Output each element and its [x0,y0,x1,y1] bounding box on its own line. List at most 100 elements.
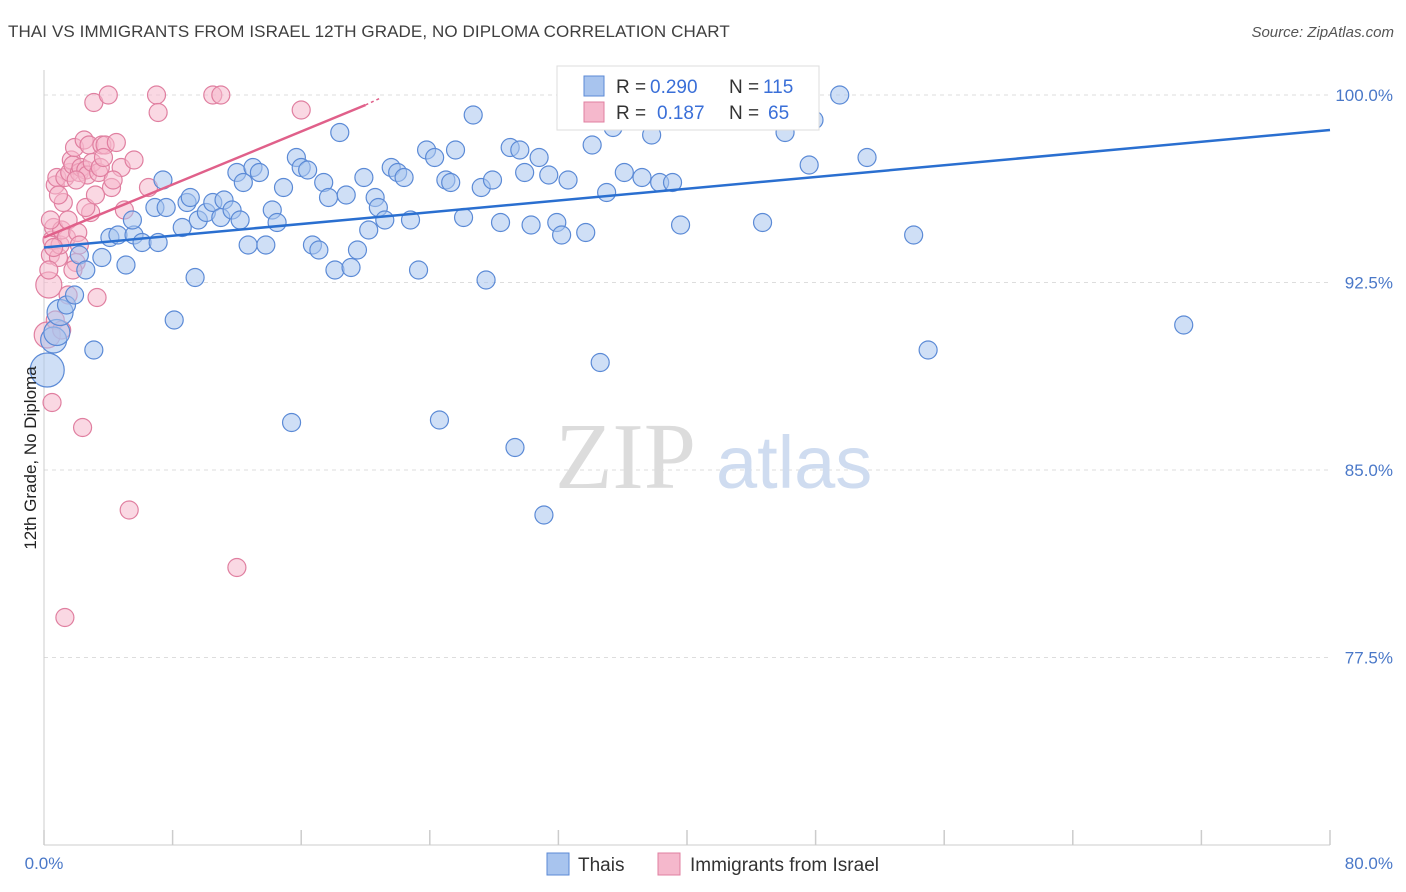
thais-point [830,85,850,105]
y-tick-label: 77.5% [1345,649,1393,668]
legend-thais-r: 0.290 [650,77,698,98]
thais-point [359,220,379,240]
thais-point [476,270,496,290]
thais-point [347,240,368,260]
israel-point [40,210,61,230]
israel-point [72,417,93,438]
israel-point [39,260,59,280]
bottom-legend-israel: Immigrants from Israel [690,855,879,876]
thais-point [233,172,253,193]
israel-point [103,170,123,190]
thais-point [354,167,374,188]
watermark-zip: ZIP [555,405,696,509]
thais-point [505,437,525,458]
thais-point [256,235,276,255]
thais-point [298,160,318,180]
thais-point [453,207,474,228]
thais-point [614,162,634,183]
thais-point [76,260,96,280]
israel-point [106,132,126,153]
thais-trend-line [43,128,1331,249]
thais-point [857,147,877,168]
thais-point [156,197,176,218]
israel-point [227,557,247,578]
thais-point [576,222,596,243]
watermark-atlas: atlas [716,421,872,504]
thais-point [281,412,302,433]
thais-point [408,260,429,280]
israel-point [146,85,167,105]
israel-point [55,607,75,628]
thais-point [341,257,361,278]
thais-point [325,260,345,280]
legend-israel-swatch [583,101,605,123]
israel-point [42,392,62,413]
legend-r-label: R = [616,103,646,124]
legend-thais-n: 115 [763,77,793,98]
thais-point [267,212,287,233]
israel-point [291,100,311,120]
israel-point [148,102,168,123]
thais-point [515,162,535,183]
israel-point [85,185,106,205]
thais-point [582,135,602,155]
thais-point [180,187,200,208]
legend-israel-n: 65 [768,103,789,124]
trend-lines [43,96,1331,249]
thais-point [429,410,450,430]
bottom-legend-thais: Thais [578,855,624,876]
thais-point [249,162,270,183]
watermark: ZIP atlas [555,405,872,509]
thais-point [552,225,572,245]
chart-title: THAI VS IMMIGRANTS FROM ISRAEL 12TH GRAD… [8,22,730,41]
y-tick-label: 92.5% [1345,274,1393,293]
thais-point [318,187,339,208]
thais-point [441,172,461,193]
thais-point [132,232,152,253]
thais-point [394,167,414,188]
thais-point [29,352,65,388]
thais-point [590,352,610,373]
thais-point [84,340,104,360]
thais-point [122,210,143,230]
thais-point [273,177,294,198]
israel-trend-extension [365,96,382,106]
israel-point [98,85,118,105]
thais-point [172,217,192,238]
thais-point [632,167,652,188]
source-label: Source: ZipAtlas.com [1251,24,1394,41]
thais-point [330,122,350,143]
thais-point [463,105,483,125]
thais-point [534,505,554,525]
thais-point [670,215,691,235]
bottom-legend: Thais Immigrants from Israel [546,852,879,876]
thais-point [529,147,549,168]
thais-point [445,140,466,160]
thais-point [309,240,329,260]
thais-point [425,147,445,168]
thais-point [597,182,617,203]
tick-labels: 77.5% 85.0% 92.5% 100.0% 0.0% 80.0% [25,86,1393,873]
legend-box: R = 0.290 N = 115 R = 0.187 N = 65 [556,65,820,131]
thais-point [1174,315,1194,335]
thais-point [164,310,184,330]
israel-point [87,287,107,308]
bottom-legend-israel-swatch [657,852,681,876]
thais-point [752,212,773,233]
y-tick-label: 100.0% [1335,86,1393,105]
legend-thais-swatch [583,75,605,97]
thais-point [918,340,938,360]
israel-point [93,147,114,168]
legend-r-label: R = [616,77,646,98]
thais-point [662,172,683,193]
thais-point [238,235,258,255]
israel-point [66,170,86,190]
thais-point [185,267,205,288]
thais-point [92,247,112,268]
x-tick-label: 0.0% [25,854,64,873]
axes [43,70,1331,846]
y-axis-label: 12th Grade, No Diploma [21,366,40,550]
israel-trend-line [43,103,366,239]
israel-points [33,85,311,628]
